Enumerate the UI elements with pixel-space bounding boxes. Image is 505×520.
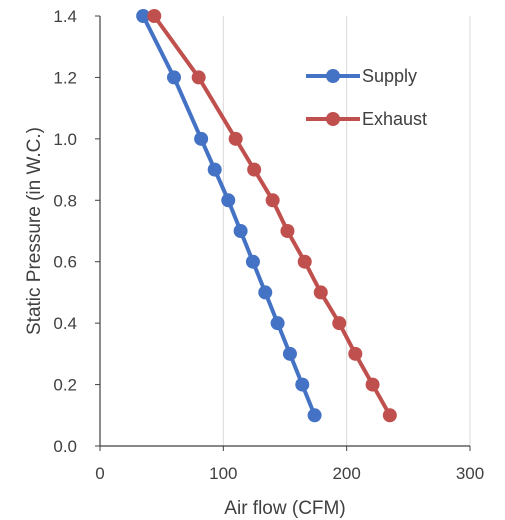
supply-data-point	[258, 285, 273, 300]
exhaust-data-point	[247, 162, 262, 177]
supply-data-point	[136, 9, 151, 23]
supply-data-point	[307, 408, 322, 423]
exhaust-data-point	[297, 254, 312, 269]
exhaust-data-point	[382, 408, 397, 423]
y-tick-label: 1.2	[53, 68, 77, 87]
exhaust-data-point	[365, 377, 380, 392]
y-tick-label: 0.8	[53, 191, 77, 210]
exhaust-data-point	[265, 193, 280, 208]
supply-data-point	[270, 316, 285, 331]
y-tick-label: 0.4	[53, 314, 77, 333]
exhaust-data-point	[191, 70, 206, 85]
y-axis-label: Static Pressure (in W.C.)	[24, 127, 45, 335]
supply-legend-label: Supply	[362, 66, 417, 86]
gridlines	[222, 16, 471, 446]
exhaust-legend-label: Exhaust	[362, 109, 427, 129]
supply-data-point	[295, 377, 310, 392]
exhaust-data-point	[147, 9, 162, 23]
supply-data-point	[221, 193, 236, 208]
supply-legend-marker	[326, 69, 340, 83]
legend: Supply Exhaust	[306, 66, 427, 129]
x-tick-label: 0	[95, 464, 104, 483]
y-tick-label: 1.0	[53, 130, 77, 149]
exhaust-data-point	[228, 131, 243, 146]
supply-data-point	[245, 254, 260, 269]
exhaust-data-point	[348, 346, 363, 361]
y-tick-label: 0.2	[53, 376, 77, 395]
y-tick-label: 0.0	[53, 437, 77, 456]
x-axis-label: Air flow (CFM)	[224, 498, 345, 519]
supply-data-point	[282, 346, 297, 361]
supply-data-point	[167, 70, 181, 85]
supply-data-point	[233, 224, 248, 238]
exhaust-data-point	[280, 224, 295, 238]
x-tick-label: 200	[332, 464, 360, 483]
data-series	[136, 9, 397, 423]
exhaust-data-point	[332, 316, 347, 331]
y-tick-label: 0.6	[53, 253, 77, 272]
x-tick-label: 300	[456, 464, 484, 483]
supply-data-point	[194, 131, 209, 146]
tick-labels: 0 100 200 300 0.0 0.2 0.4 0.6 0.8 1.0 1.2 1.4	[53, 7, 484, 483]
exhaust-data-point	[313, 285, 328, 300]
axes	[95, 15, 471, 451]
y-tick-label: 1.4	[53, 7, 77, 26]
x-tick-label: 100	[209, 464, 237, 483]
supply-data-point	[207, 162, 222, 177]
exhaust-legend-marker	[326, 112, 340, 126]
